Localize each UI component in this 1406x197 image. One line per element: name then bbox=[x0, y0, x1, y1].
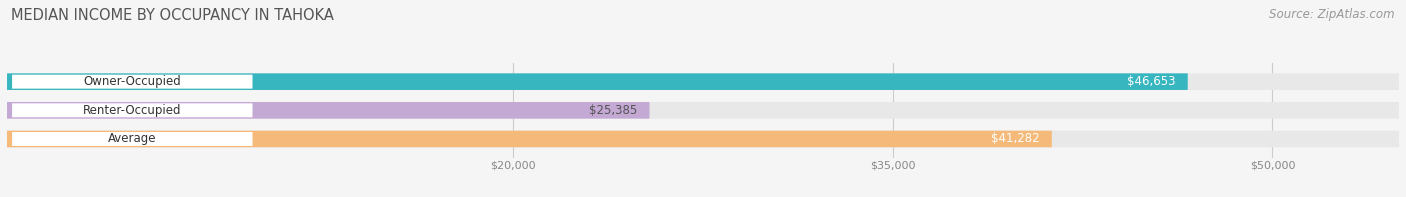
Text: MEDIAN INCOME BY OCCUPANCY IN TAHOKA: MEDIAN INCOME BY OCCUPANCY IN TAHOKA bbox=[11, 8, 335, 23]
Text: Owner-Occupied: Owner-Occupied bbox=[83, 75, 181, 88]
FancyBboxPatch shape bbox=[7, 73, 1399, 90]
FancyBboxPatch shape bbox=[7, 102, 1399, 119]
FancyBboxPatch shape bbox=[13, 103, 253, 117]
FancyBboxPatch shape bbox=[7, 73, 1188, 90]
FancyBboxPatch shape bbox=[7, 131, 1052, 147]
FancyBboxPatch shape bbox=[13, 132, 253, 146]
Text: $41,282: $41,282 bbox=[990, 132, 1039, 145]
Text: Source: ZipAtlas.com: Source: ZipAtlas.com bbox=[1270, 8, 1395, 21]
FancyBboxPatch shape bbox=[13, 75, 253, 89]
Text: Renter-Occupied: Renter-Occupied bbox=[83, 104, 181, 117]
Text: Average: Average bbox=[108, 132, 156, 145]
Text: $46,653: $46,653 bbox=[1126, 75, 1175, 88]
Text: $25,385: $25,385 bbox=[589, 104, 637, 117]
FancyBboxPatch shape bbox=[7, 131, 1399, 147]
FancyBboxPatch shape bbox=[7, 102, 650, 119]
